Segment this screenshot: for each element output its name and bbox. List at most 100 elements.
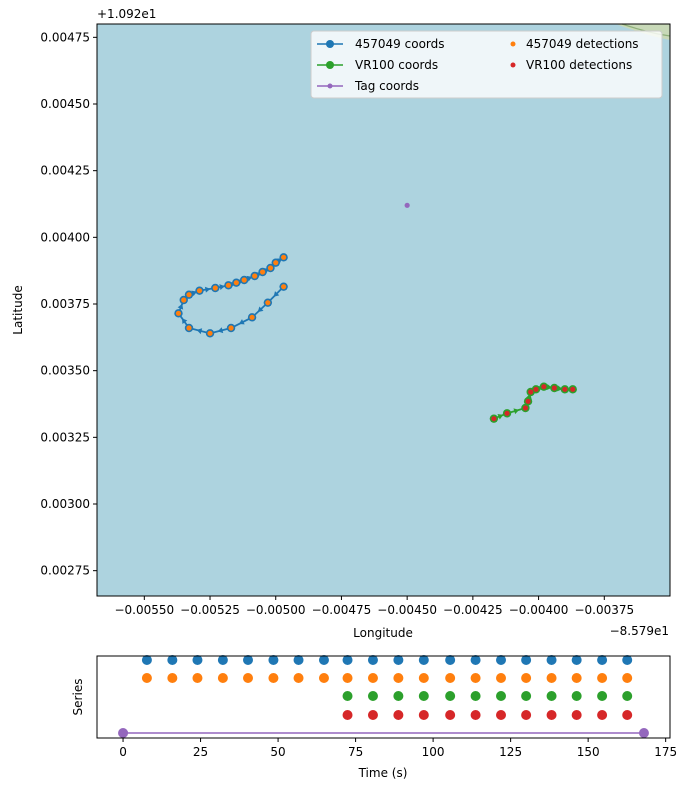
timeline-point [167, 673, 178, 683]
timeline-point [393, 673, 404, 683]
timeline-point [546, 710, 557, 720]
direction-arrow [204, 286, 211, 293]
x-tick-label: −0.00450 [377, 603, 437, 617]
timeline-point [521, 691, 532, 701]
timeline-point [470, 655, 481, 665]
timeline-tick-label: 125 [499, 745, 522, 759]
timeline-frame [96, 655, 671, 739]
detection-point [522, 405, 529, 411]
direction-arrow [181, 318, 188, 325]
timeline-point [342, 691, 353, 701]
timeline-point [243, 655, 254, 665]
timeline-point [141, 655, 152, 665]
timeline-tick-label: 75 [348, 745, 363, 759]
map-frame [96, 23, 671, 597]
timeline-tick-label: 0 [119, 745, 127, 759]
detection-point [551, 385, 557, 391]
x-tick-label: −0.00475 [312, 603, 372, 617]
timeline-point [521, 673, 532, 683]
y-offset-label: +1.092e1 [97, 7, 156, 21]
timeline-point [496, 710, 507, 720]
timeline-tick-label: 150 [577, 745, 600, 759]
direction-arrow [177, 303, 184, 310]
timeline-point [367, 655, 378, 665]
timeline-point [217, 673, 228, 683]
timeline-point [496, 655, 507, 665]
timeline-point [496, 691, 507, 701]
timeline-series-layer [118, 655, 649, 738]
timeline-row [141, 673, 633, 683]
legend-label: 457049 coords [355, 37, 445, 51]
timeline-point [546, 655, 557, 665]
detection-point [281, 254, 287, 260]
timeline-point [571, 673, 582, 683]
x-axis: −0.00550 −0.00525 −0.00500 −0.00475 −0.00450… [114, 596, 634, 617]
timeline-point [521, 710, 532, 720]
timeline-point [445, 710, 456, 720]
timeline-point [546, 691, 557, 701]
timeline-point [192, 655, 203, 665]
timeline-background [97, 656, 670, 738]
legend-entry-tag-coords: Tag coords [317, 79, 419, 93]
timeline-point [342, 710, 353, 720]
timeline-panel: 0 25 50 75 100 125 150 175 Time (s) Series [71, 655, 677, 780]
timeline-point [445, 691, 456, 701]
series-vr100-detections [491, 384, 576, 422]
timeline-point [622, 655, 633, 665]
direction-arrow [513, 408, 520, 415]
timeline-point [597, 673, 608, 683]
y-axis-label: Latitude [11, 285, 25, 334]
timeline-point [546, 673, 557, 683]
timeline-point [638, 728, 649, 738]
direction-arrow [546, 384, 553, 391]
direction-arrow [238, 319, 245, 325]
timeline-point [342, 655, 353, 665]
detection-point [241, 277, 247, 283]
timeline-point [293, 655, 304, 665]
legend: 457049 coords VR100 coords Tag coords 45… [310, 30, 663, 99]
legend-entry-vr100-coords: VR100 coords [317, 58, 438, 72]
series-tag-coords [404, 202, 410, 208]
series-vr100-coords [489, 382, 577, 423]
detection-point [528, 389, 534, 395]
detection-point [281, 284, 287, 290]
x-offset-label: −8.579e1 [610, 624, 669, 638]
timeline-point [342, 673, 353, 683]
timeline-point [445, 655, 456, 665]
detection-point [175, 310, 182, 316]
legend-box [310, 30, 663, 99]
detection-point [562, 386, 568, 392]
timeline-point [622, 673, 633, 683]
timeline-x-axis: 0 25 50 75 100 125 150 175 [119, 738, 677, 759]
timeline-point [418, 710, 429, 720]
timeline-point [470, 691, 481, 701]
timeline-point [597, 655, 608, 665]
timeline-point [192, 673, 203, 683]
timeline-point [367, 673, 378, 683]
timeline-point [118, 728, 129, 738]
x-tick-label: −0.00550 [114, 603, 174, 617]
direction-arrow [217, 327, 224, 334]
y-axis: 0.00275 0.00300 0.00325 0.00350 0.00375 0.004… [40, 30, 97, 578]
x-axis-label: Longitude [353, 626, 413, 640]
legend-label: Tag coords [354, 79, 419, 93]
y-tick-label: 0.00425 [40, 164, 90, 178]
y-tick-label: 0.00325 [40, 430, 90, 444]
detection-point [265, 300, 271, 306]
detection-point [212, 285, 218, 291]
y-tick-label: 0.00375 [40, 297, 90, 311]
map-background [97, 24, 670, 596]
legend-entry-vr100-detections: VR100 detections [510, 58, 632, 72]
detection-point [491, 416, 497, 422]
x-tick-label: −0.00500 [246, 603, 306, 617]
timeline-point [318, 655, 329, 665]
timeline-point [393, 655, 404, 665]
timeline-point [418, 673, 429, 683]
detection-point [186, 292, 192, 298]
direction-arrow [219, 284, 225, 291]
timeline-point [521, 655, 532, 665]
legend-label: VR100 detections [526, 58, 632, 72]
x-tick-label: −0.00525 [180, 603, 240, 617]
timeline-point [268, 673, 279, 683]
